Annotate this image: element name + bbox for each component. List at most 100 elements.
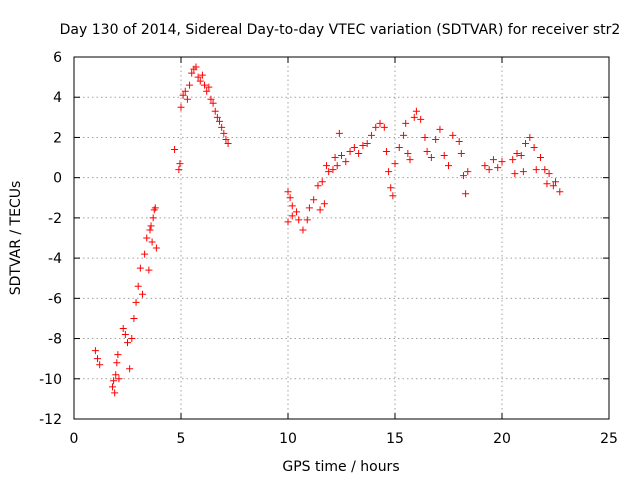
data-point	[134, 282, 142, 290]
data-point	[151, 204, 159, 212]
data-point	[406, 156, 414, 164]
data-point	[389, 192, 397, 200]
data-point	[205, 83, 213, 91]
data-point	[545, 170, 553, 178]
data-point	[220, 129, 228, 137]
data-point	[209, 99, 217, 107]
data-point	[143, 234, 151, 242]
data-point	[130, 314, 138, 322]
data-point	[423, 148, 431, 156]
grid-layer	[74, 57, 609, 419]
data-point	[314, 182, 322, 190]
data-point	[382, 148, 390, 156]
data-point	[346, 148, 354, 156]
data-point	[459, 172, 467, 180]
data-point	[485, 166, 493, 174]
data-point	[121, 331, 129, 339]
y-tick-label: -6	[48, 291, 62, 307]
data-point	[109, 383, 117, 391]
data-point	[410, 113, 418, 121]
data-point	[111, 389, 119, 397]
data-point	[119, 325, 127, 332]
x-tick-label: 10	[279, 431, 297, 447]
data-point	[537, 154, 545, 162]
data-point	[350, 144, 358, 151]
data-point	[355, 150, 363, 158]
data-point	[449, 131, 457, 139]
data-point	[543, 180, 551, 188]
data-point	[293, 208, 301, 216]
chart-title: Day 130 of 2014, Sidereal Day-to-day VTE…	[60, 22, 621, 38]
data-point	[372, 123, 380, 131]
data-point	[549, 182, 557, 190]
data-point	[96, 361, 104, 369]
data-point	[114, 351, 122, 359]
data-point	[331, 154, 339, 162]
data-point	[148, 238, 156, 246]
data-point	[284, 188, 292, 196]
data-point	[110, 377, 118, 385]
data-point	[338, 152, 345, 160]
data-point	[115, 375, 123, 383]
data-point	[198, 71, 206, 79]
data-point	[128, 335, 136, 343]
data-point	[175, 166, 183, 174]
y-tick-label: -8	[48, 332, 62, 348]
data-point	[192, 63, 200, 71]
data-point	[177, 103, 185, 111]
data-point	[400, 131, 408, 139]
data-point	[494, 164, 502, 172]
data-point	[146, 226, 154, 234]
data-point	[421, 133, 429, 141]
data-point	[94, 355, 102, 363]
y-tick-label: 0	[53, 171, 62, 187]
data-point	[532, 166, 540, 174]
data-point	[526, 133, 534, 141]
data-point	[432, 135, 440, 143]
y-tick-label: -2	[48, 211, 62, 227]
data-point	[136, 264, 144, 272]
data-point	[305, 204, 313, 212]
data-point	[359, 141, 367, 149]
data-point	[445, 162, 452, 170]
y-tick-label: 2	[53, 130, 62, 146]
data-point	[310, 196, 318, 204]
data-point	[462, 190, 470, 198]
data-point	[380, 123, 388, 131]
data-point	[91, 347, 99, 355]
data-point	[113, 359, 121, 367]
data-point	[149, 214, 157, 222]
data-point	[141, 250, 149, 258]
data-point	[201, 81, 209, 89]
axes-frame	[73, 56, 610, 420]
data-point	[183, 95, 191, 103]
data-point	[286, 194, 294, 202]
data-point	[207, 95, 215, 103]
data-point	[522, 139, 530, 147]
data-point	[299, 226, 307, 234]
data-point	[194, 73, 202, 81]
data-point	[316, 206, 324, 214]
y-tick-label: -4	[48, 251, 62, 267]
data-point	[222, 135, 230, 143]
data-point	[112, 371, 120, 379]
data-point	[404, 150, 412, 158]
data-point	[417, 115, 425, 123]
data-point	[179, 91, 187, 99]
x-tick-label: 0	[70, 431, 79, 447]
data-point	[288, 212, 296, 220]
data-point	[176, 160, 184, 168]
data-point	[211, 107, 219, 115]
x-tick-label: 20	[493, 431, 511, 447]
data-point	[329, 166, 337, 174]
data-point	[402, 119, 410, 127]
data-point	[132, 298, 140, 306]
data-point	[323, 162, 331, 170]
data-point	[387, 184, 395, 192]
plot-border	[73, 56, 610, 420]
data-point	[335, 129, 343, 137]
data-points	[91, 63, 564, 397]
data-point	[427, 154, 435, 162]
data-point	[552, 178, 559, 186]
data-point	[333, 162, 341, 170]
